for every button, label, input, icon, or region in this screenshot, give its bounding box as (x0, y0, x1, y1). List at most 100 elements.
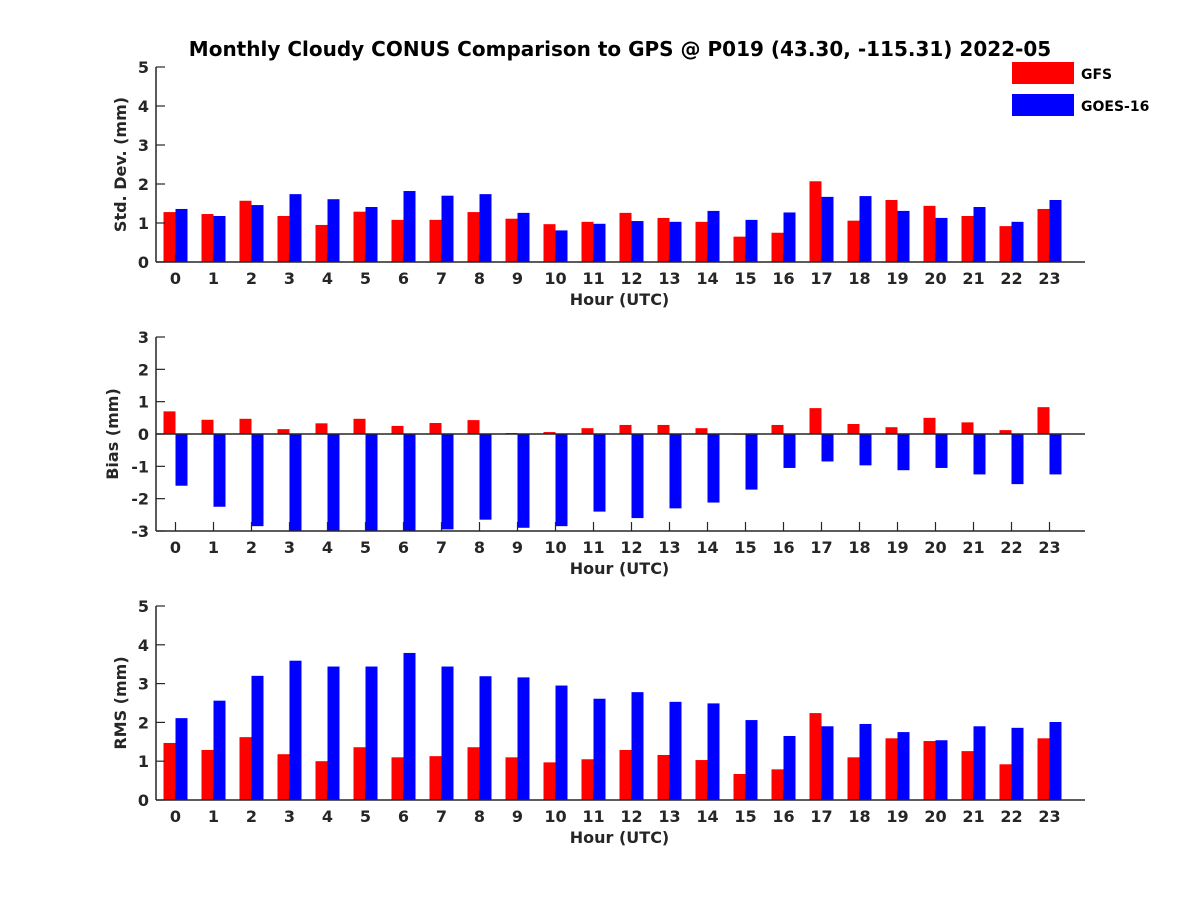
bar-goes-16-hour-0 (175, 208, 188, 262)
x-tick-label: 19 (886, 807, 908, 826)
bar-goes-16-hour-17 (821, 434, 834, 462)
bar-goes-16-hour-10 (555, 434, 568, 527)
bar-goes-16-hour-2 (251, 675, 264, 800)
bar-gfs-hour-0 (163, 212, 176, 262)
x-tick-label: 20 (924, 538, 946, 557)
x-tick-label: 9 (512, 538, 523, 557)
series-goes-16 (175, 434, 1062, 531)
x-tick-label: 9 (512, 269, 523, 288)
legend-label-goes-16: GOES-16 (1081, 99, 1149, 115)
x-tick-label: 10 (544, 807, 566, 826)
y-tick-label: 3 (138, 675, 149, 694)
y-tick-label: -1 (131, 457, 149, 476)
series-gfs (163, 407, 1050, 435)
bar-gfs-hour-22 (999, 764, 1012, 800)
y-tick-label: 0 (138, 791, 149, 810)
y-tick-label: 3 (138, 136, 149, 155)
y-tick-label: 1 (138, 393, 149, 412)
bar-goes-16-hour-13 (669, 701, 682, 800)
x-tick-label: 10 (544, 538, 566, 557)
y-tick-label: 1 (138, 752, 149, 771)
series-gfs (163, 181, 1050, 262)
x-tick-label: 2 (246, 269, 257, 288)
y-tick-label: 3 (138, 328, 149, 347)
bar-goes-16-hour-8 (479, 434, 492, 520)
y-axis-label: Std. Dev. (mm) (111, 97, 130, 232)
bar-goes-16-hour-0 (175, 434, 188, 486)
bar-gfs-hour-14 (695, 428, 708, 434)
x-tick-label: 23 (1038, 269, 1060, 288)
x-tick-label: 15 (734, 269, 756, 288)
bar-gfs-hour-7 (429, 756, 442, 800)
bar-gfs-hour-12 (619, 212, 632, 262)
x-tick-label: 14 (696, 269, 718, 288)
x-tick-label: 14 (696, 538, 718, 557)
bar-gfs-hour-10 (543, 762, 556, 800)
bar-gfs-hour-6 (391, 219, 404, 262)
y-tick-label: 0 (138, 425, 149, 444)
x-tick-label: 5 (360, 538, 371, 557)
bar-goes-16-hour-4 (327, 199, 340, 262)
bar-gfs-hour-21 (961, 422, 974, 434)
x-tick-label: 17 (810, 269, 832, 288)
bar-goes-16-hour-8 (479, 194, 492, 262)
bar-gfs-hour-15 (733, 236, 746, 262)
bar-goes-16-hour-16 (783, 434, 796, 468)
x-tick-label: 16 (772, 538, 794, 557)
bar-goes-16-hour-11 (593, 434, 606, 512)
bar-goes-16-hour-9 (517, 434, 530, 528)
x-tick-label: 1 (208, 269, 219, 288)
bar-gfs-hour-20 (923, 205, 936, 262)
bar-gfs-hour-8 (467, 747, 480, 800)
bar-goes-16-hour-1 (213, 700, 226, 800)
bar-gfs-hour-16 (771, 424, 784, 434)
bar-goes-16-hour-4 (327, 434, 340, 531)
y-tick-label: 1 (138, 214, 149, 233)
bar-gfs-hour-19 (885, 427, 898, 434)
x-tick-label: 17 (810, 807, 832, 826)
bar-gfs-hour-4 (315, 423, 328, 434)
bar-goes-16-hour-19 (897, 732, 910, 800)
x-tick-label: 18 (848, 538, 870, 557)
bar-gfs-hour-15 (733, 774, 746, 800)
series-gfs (163, 713, 1050, 800)
bar-gfs-hour-17 (809, 408, 822, 434)
bar-goes-16-hour-14 (707, 434, 720, 503)
bar-gfs-hour-8 (467, 420, 480, 434)
x-tick-label: 23 (1038, 807, 1060, 826)
legend-label-gfs: GFS (1081, 67, 1112, 83)
bar-goes-16-hour-13 (669, 434, 682, 509)
bar-gfs-hour-7 (429, 219, 442, 262)
x-tick-label: 11 (582, 269, 604, 288)
bar-gfs-hour-19 (885, 199, 898, 262)
bar-gfs-hour-22 (999, 226, 1012, 262)
bar-goes-16-hour-7 (441, 666, 454, 800)
chart-title: Monthly Cloudy CONUS Comparison to GPS @… (189, 37, 1051, 61)
x-tick-label: 11 (582, 807, 604, 826)
bar-gfs-hour-0 (163, 742, 176, 800)
bar-gfs-hour-16 (771, 769, 784, 800)
bar-goes-16-hour-5 (365, 434, 378, 531)
bar-gfs-hour-0 (163, 411, 176, 434)
bar-goes-16-hour-3 (289, 194, 302, 262)
x-tick-label: 4 (322, 807, 333, 826)
x-tick-label: 8 (474, 807, 485, 826)
x-tick-label: 4 (322, 538, 333, 557)
y-tick-label: 0 (138, 253, 149, 272)
bar-goes-16-hour-15 (745, 720, 758, 800)
bar-gfs-hour-9 (505, 757, 518, 800)
bar-gfs-hour-14 (695, 221, 708, 262)
bar-goes-16-hour-21 (973, 207, 986, 262)
x-tick-label: 1 (208, 807, 219, 826)
bar-goes-16-hour-22 (1011, 727, 1024, 800)
bar-gfs-hour-21 (961, 751, 974, 800)
y-tick-label: 5 (138, 58, 149, 77)
bar-gfs-hour-11 (581, 221, 594, 262)
x-tick-label: 14 (696, 807, 718, 826)
x-tick-label: 13 (658, 538, 680, 557)
bar-goes-16-hour-20 (935, 434, 948, 468)
x-tick-label: 19 (886, 269, 908, 288)
x-tick-label: 2 (246, 538, 257, 557)
